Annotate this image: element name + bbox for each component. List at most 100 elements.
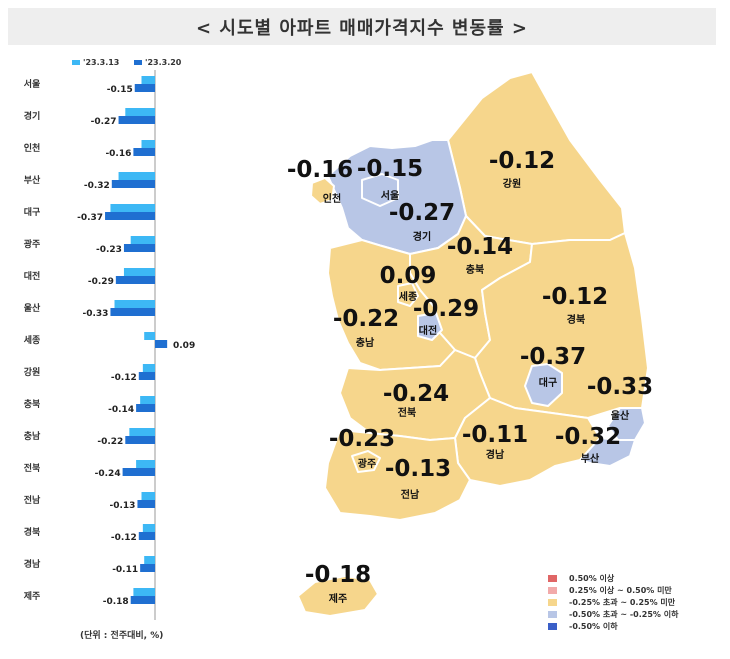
region-value-label: -0.15 bbox=[357, 156, 423, 182]
bar-series2 bbox=[140, 564, 155, 572]
data-label: -0.27 bbox=[91, 117, 117, 127]
bar-series1 bbox=[142, 364, 155, 372]
region-name-label: 경북 bbox=[567, 313, 585, 326]
category-label: 경기 bbox=[24, 110, 41, 122]
region-value-label: -0.14 bbox=[447, 234, 513, 260]
region-value-label: -0.22 bbox=[333, 306, 399, 332]
map-legend-label: 0.50% 이상 bbox=[569, 573, 615, 583]
map-legend-swatch bbox=[548, 598, 557, 606]
region-name-label: 경기 bbox=[413, 230, 431, 243]
data-label: -0.12 bbox=[111, 533, 137, 543]
region-name-label: 전남 bbox=[401, 488, 420, 501]
bar-series1 bbox=[110, 204, 155, 212]
bar-series1 bbox=[141, 140, 155, 148]
region-name-label: 경남 bbox=[486, 448, 505, 461]
region-jeju bbox=[297, 575, 379, 617]
data-label: -0.24 bbox=[95, 469, 121, 479]
bar-series2 bbox=[138, 372, 155, 380]
data-label: -0.14 bbox=[108, 405, 134, 415]
category-label: 울산 bbox=[24, 302, 41, 314]
region-name-label: 제주 bbox=[329, 592, 347, 605]
legend-item-series1: '23.3.13 bbox=[72, 58, 119, 67]
region-daegu bbox=[524, 363, 563, 407]
bar-series1 bbox=[125, 108, 155, 116]
data-label: -0.29 bbox=[88, 277, 114, 287]
category-label: 충남 bbox=[24, 430, 41, 442]
region-gwangju bbox=[351, 450, 381, 473]
unit-note: (단위 : 전주대비, %) bbox=[80, 631, 164, 641]
data-label: -0.12 bbox=[111, 373, 137, 383]
region-name-label: 광주 bbox=[358, 458, 376, 470]
region-name-label: 대전 bbox=[419, 324, 437, 337]
legend-swatch-series1 bbox=[72, 60, 80, 65]
map-legend-label: -0.25% 초과 ~ 0.25% 미만 bbox=[569, 597, 676, 607]
map-legend-label: -0.50% 이하 bbox=[569, 621, 618, 631]
bar-series1 bbox=[118, 172, 155, 180]
region-value-label: 0.09 bbox=[380, 263, 437, 289]
legend-label-series2: '23.3.20 bbox=[145, 58, 182, 67]
data-label: -0.13 bbox=[109, 501, 135, 511]
region-value-label: -0.37 bbox=[520, 344, 586, 370]
category-label: 부산 bbox=[24, 174, 41, 186]
category-label: 인천 bbox=[24, 143, 41, 154]
data-label: 0.09 bbox=[173, 341, 195, 351]
data-label: -0.33 bbox=[82, 309, 108, 319]
bar-series2 bbox=[133, 148, 155, 156]
map-legend-swatch bbox=[548, 574, 557, 582]
bar-series1 bbox=[140, 396, 155, 404]
legend-swatch-series2 bbox=[134, 60, 142, 65]
region-value-label: -0.16 bbox=[287, 157, 353, 183]
bar-series1 bbox=[141, 492, 155, 500]
category-label: 강원 bbox=[24, 366, 41, 378]
bar-series2 bbox=[118, 116, 155, 124]
map-legend-label: -0.50% 초과 ~ -0.25% 이하 bbox=[569, 609, 679, 619]
map-legend-swatch bbox=[548, 586, 557, 594]
region-name-label: 강원 bbox=[503, 177, 521, 190]
bar-series1 bbox=[141, 76, 155, 84]
bar-series2 bbox=[122, 468, 155, 476]
map-legend-item: -0.50% 초과 ~ -0.25% 이하 bbox=[548, 608, 678, 620]
bar-series1 bbox=[133, 588, 155, 596]
bar-series1 bbox=[114, 300, 155, 308]
bar-series1 bbox=[123, 268, 155, 276]
region-value-label: -0.32 bbox=[555, 424, 621, 450]
bar-series2 bbox=[155, 340, 168, 348]
category-label: 경북 bbox=[24, 526, 41, 538]
bar-series2 bbox=[130, 596, 155, 604]
region-name-label: 충북 bbox=[466, 263, 484, 276]
data-label: -0.15 bbox=[107, 85, 133, 95]
bar-series1 bbox=[130, 236, 155, 244]
category-label: 서울 bbox=[24, 78, 41, 90]
bar-series2 bbox=[115, 276, 155, 284]
region-name-label: 서울 bbox=[381, 189, 399, 202]
region-name-label: 인천 bbox=[323, 192, 341, 205]
region-value-label: -0.33 bbox=[587, 374, 653, 400]
legend-item-series2: '23.3.20 bbox=[134, 58, 181, 67]
data-label: -0.16 bbox=[105, 149, 131, 159]
region-value-label: -0.11 bbox=[462, 422, 528, 448]
map-legend-item: -0.25% 초과 ~ 0.25% 미만 bbox=[548, 596, 678, 608]
data-label: -0.32 bbox=[84, 181, 110, 191]
data-label: -0.11 bbox=[112, 565, 138, 575]
region-name-label: 전북 bbox=[398, 406, 416, 419]
bar-series2 bbox=[138, 532, 155, 540]
bar-series1 bbox=[144, 556, 155, 564]
map-legend-swatch bbox=[548, 622, 557, 630]
region-name-label: 부산 bbox=[581, 452, 600, 465]
bar-series2 bbox=[111, 180, 155, 188]
region-value-label: -0.12 bbox=[542, 284, 608, 310]
korea-map: -0.15 서울 -0.16 인천 -0.27 경기 -0.12 강원 -0.14 충북 0.09세… bbox=[287, 71, 653, 617]
category-label: 광주 bbox=[24, 238, 41, 250]
region-busan bbox=[579, 437, 636, 467]
map-legend: 0.50% 이상 0.25% 이상 ~ 0.50% 미만 -0.25% 초과 ~ 0… bbox=[548, 572, 678, 632]
region-name-label: 세종 bbox=[399, 290, 417, 303]
category-label: 충북 bbox=[24, 398, 41, 410]
bar-series2 bbox=[125, 436, 155, 444]
bar-series2 bbox=[105, 212, 155, 220]
bar-series1 bbox=[129, 428, 155, 436]
map-legend-item: 0.25% 이상 ~ 0.50% 미만 bbox=[548, 584, 678, 596]
category-label: 경남 bbox=[24, 558, 41, 570]
region-value-label: -0.23 bbox=[329, 426, 395, 452]
region-daejeon bbox=[417, 312, 443, 341]
data-label: -0.37 bbox=[77, 213, 103, 223]
